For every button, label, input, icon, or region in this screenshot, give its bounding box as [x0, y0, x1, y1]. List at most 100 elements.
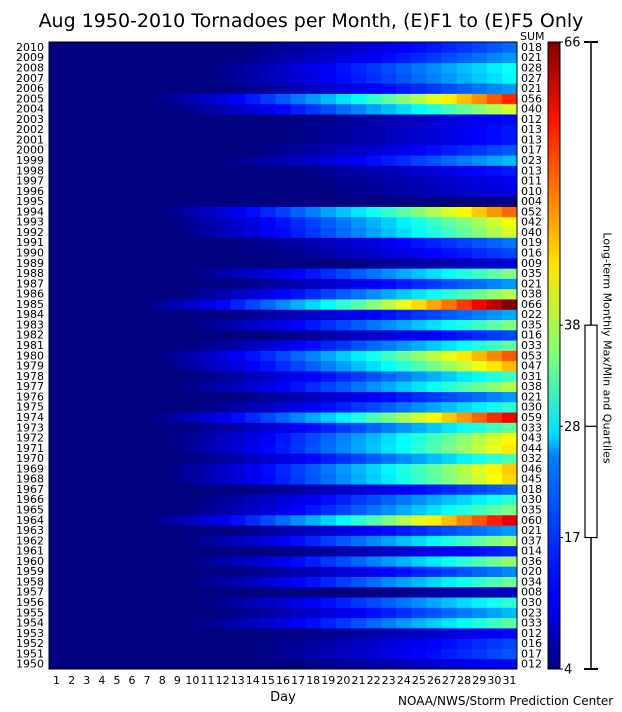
heatmap-cell	[381, 329, 397, 341]
year-tick-label: 1965	[16, 503, 44, 516]
year-tick-label: 1991	[16, 236, 44, 249]
sum-value-label: 019	[521, 236, 542, 249]
heatmap-cell	[230, 617, 246, 629]
year-tick-label: 2009	[16, 51, 44, 64]
heatmap-cell	[230, 473, 246, 485]
heatmap-cell	[49, 607, 65, 619]
heatmap-cell	[169, 381, 186, 392]
heatmap-cell	[396, 483, 412, 495]
heatmap-cell	[154, 617, 171, 629]
year-tick-label: 1984	[16, 308, 44, 321]
sum-value-label: 030	[521, 596, 542, 609]
heatmap-cell	[94, 638, 110, 649]
heatmap-cell	[320, 42, 337, 53]
heatmap-cell	[215, 401, 231, 413]
heatmap-cell	[471, 432, 488, 444]
heatmap-cell	[275, 453, 292, 464]
heatmap-cell	[471, 535, 488, 547]
heatmap-cell	[230, 658, 246, 670]
year-tick-label: 1957	[16, 586, 44, 599]
heatmap-cell	[215, 257, 231, 269]
heatmap-cell	[139, 206, 156, 218]
heatmap-cell	[456, 113, 473, 125]
heatmap-cell	[245, 113, 261, 125]
heatmap-cell	[320, 134, 337, 146]
heatmap-cell	[486, 370, 503, 382]
heatmap-cell	[456, 648, 473, 660]
heatmap-cell	[169, 617, 186, 629]
heatmap-cell	[335, 453, 352, 464]
sum-value-label: 014	[521, 545, 542, 558]
heatmap-cell	[411, 597, 427, 608]
heatmap-cell	[169, 42, 186, 53]
heatmap-cell	[456, 514, 473, 526]
sum-value-label: 034	[521, 575, 542, 588]
heatmap-cell	[139, 52, 156, 64]
heatmap-cell	[275, 381, 292, 392]
heatmap-cell	[139, 175, 156, 187]
heatmap-cell	[245, 422, 261, 434]
heatmap-cell	[486, 103, 503, 115]
heatmap-cell	[154, 309, 171, 321]
heatmap-cell	[275, 288, 292, 300]
sum-value-label: 027	[521, 72, 542, 85]
sum-value-label: 043	[521, 432, 542, 445]
heatmap-cell	[366, 93, 382, 105]
year-tick-label: 1955	[16, 606, 44, 619]
sum-value-label: 021	[521, 51, 542, 64]
year-tick-label: 1989	[16, 257, 44, 270]
heatmap-cell	[94, 257, 110, 269]
heatmap-cell	[109, 483, 125, 495]
heatmap-cell	[245, 381, 261, 392]
heatmap-cell	[335, 124, 352, 136]
heatmap-cell	[501, 586, 518, 598]
heatmap-cell	[184, 412, 201, 423]
heatmap-cell	[350, 196, 367, 207]
heatmap-cell	[290, 432, 307, 444]
heatmap-cell	[335, 319, 352, 331]
heatmap-cell	[215, 93, 231, 105]
heatmap-cell	[230, 319, 246, 331]
heatmap-cell	[230, 483, 246, 495]
heatmap-cell	[79, 340, 95, 351]
heatmap-cell	[381, 144, 397, 156]
day-tick-label: 25	[412, 674, 426, 687]
heatmap-cell	[199, 617, 216, 629]
heatmap-cell	[320, 401, 337, 413]
sum-value-label: 016	[521, 247, 542, 260]
heatmap-cell	[441, 545, 458, 557]
heatmap-cell	[411, 504, 427, 516]
heatmap-cell	[381, 494, 397, 506]
heatmap-cell	[245, 175, 261, 187]
heatmap-cell	[230, 124, 246, 136]
sum-value-label: 038	[521, 380, 542, 393]
heatmap-cell	[501, 134, 518, 146]
heatmap-cell	[109, 545, 125, 557]
heatmap-cell	[109, 206, 125, 218]
heatmap-cell	[199, 72, 216, 84]
heatmap-cell	[275, 370, 292, 382]
heatmap-cell	[260, 309, 276, 321]
sum-value-label: 042	[521, 216, 542, 229]
year-tick-label: 1998	[16, 164, 44, 177]
heatmap-cell	[109, 52, 125, 64]
heatmap-cell	[366, 216, 382, 228]
heatmap-cell	[94, 216, 110, 228]
heatmap-cell	[260, 370, 276, 382]
heatmap-cell	[426, 298, 443, 310]
heatmap-cell	[366, 319, 382, 331]
heatmap-cell	[290, 216, 307, 228]
heatmap-cell	[320, 83, 337, 94]
heatmap-cell	[411, 196, 427, 207]
heatmap-cell	[335, 185, 352, 197]
year-tick-label: 2003	[16, 113, 44, 126]
heatmap-cell	[441, 658, 458, 670]
heatmap-cell	[139, 422, 156, 434]
heatmap-cell	[199, 545, 216, 557]
heatmap-cell	[411, 370, 427, 382]
heatmap-cell	[350, 473, 367, 485]
heatmap-cell	[79, 442, 95, 454]
heatmap-cell	[64, 545, 80, 557]
heatmap-cell	[350, 555, 367, 567]
heatmap-cell	[275, 627, 292, 639]
